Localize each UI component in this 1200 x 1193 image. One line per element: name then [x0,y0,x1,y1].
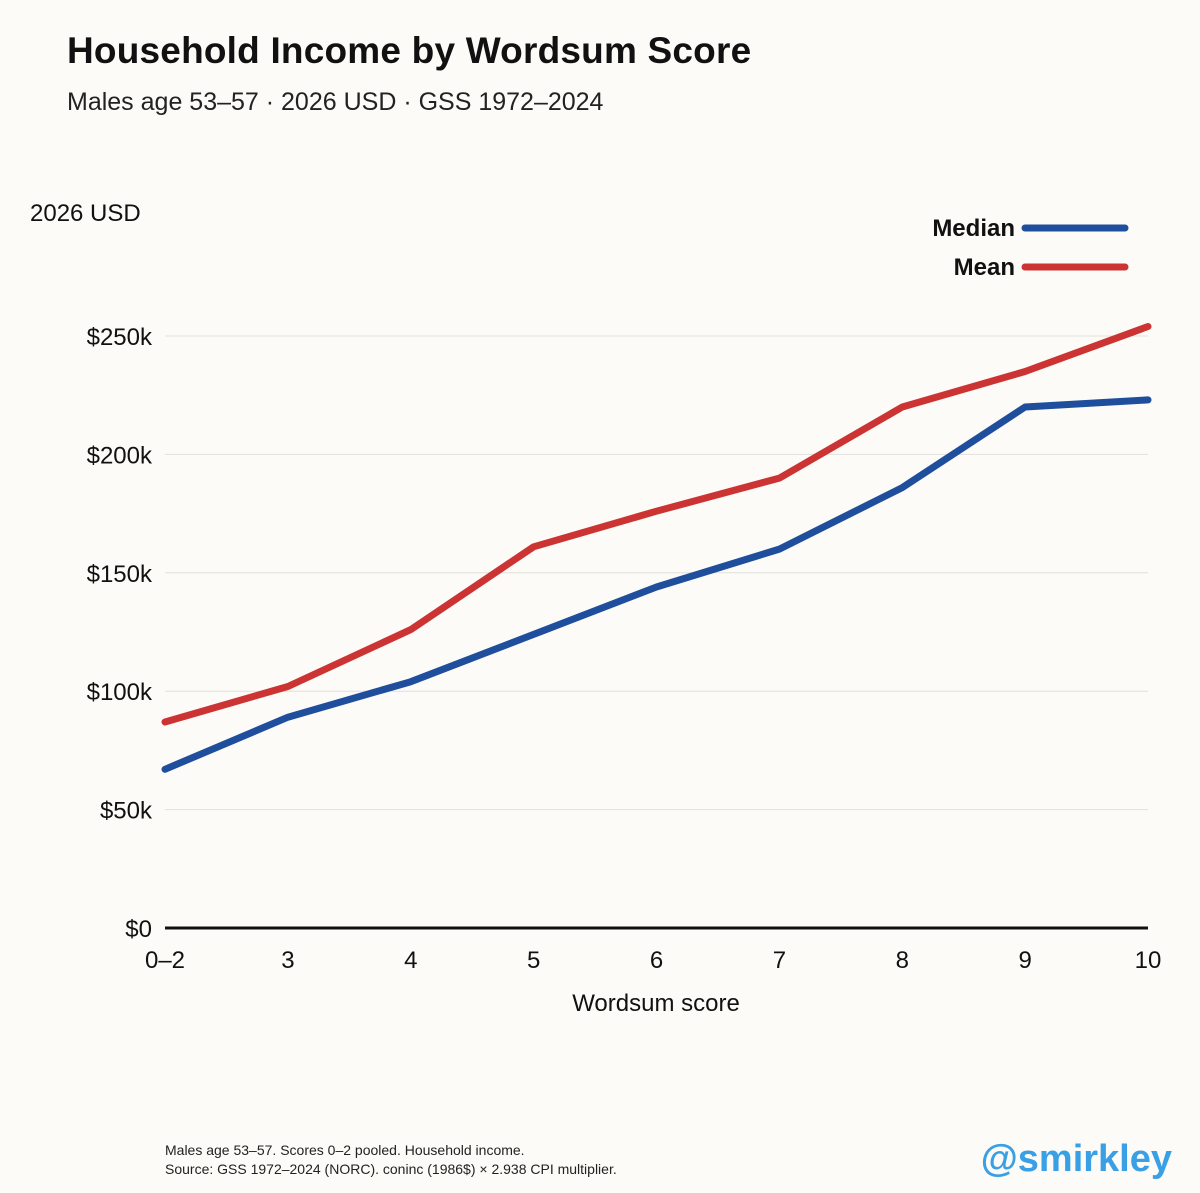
x-tick-label: 8 [896,947,909,974]
x-tick-label: 5 [527,947,540,974]
y-tick-label: $0 [125,916,152,943]
y-tick-label: $150k [87,561,153,588]
x-tick-labels: 0–2 3 4 5 6 7 8 9 10 [145,947,1161,974]
x-axis-label: Wordsum score [572,990,740,1017]
footnote: Males age 53–57. Scores 0–2 pooled. Hous… [165,1141,617,1179]
x-tick-label: 4 [404,947,417,974]
x-tick-label: 6 [650,947,663,974]
x-tick-label: 9 [1018,947,1031,974]
gridlines [165,335,1148,930]
chart-subtitle: Males age 53–57 · 2026 USD · GSS 1972–20… [67,88,604,116]
y-tick-label: $250k [87,324,153,351]
x-tick-label: 7 [773,947,786,974]
y-axis-label: 2026 USD [30,200,141,227]
series-line-mean [161,323,1152,726]
legend: Median Mean [932,215,1129,281]
x-tick-label: 10 [1135,947,1162,974]
series-line-median [161,396,1152,773]
y-tick-label: $100k [87,679,153,706]
x-tick-label: 0–2 [145,947,185,974]
x-tick-label: 3 [281,947,294,974]
author-handle: @smirkley [980,1138,1172,1180]
y-tick-label: $50k [100,798,153,825]
y-tick-label: $200k [87,442,153,469]
footnote-note: Males age 53–57. Scores 0–2 pooled. Hous… [165,1142,525,1158]
footnote-source: Source: GSS 1972–2024 (NORC). coninc (19… [165,1161,617,1177]
legend-label-mean: Mean [954,254,1015,281]
legend-label-median: Median [932,215,1015,242]
y-tick-labels: $0 $50k $100k $150k $200k $250k [87,324,153,943]
chart-title: Household Income by Wordsum Score [67,30,752,71]
series-lines [161,323,1152,773]
